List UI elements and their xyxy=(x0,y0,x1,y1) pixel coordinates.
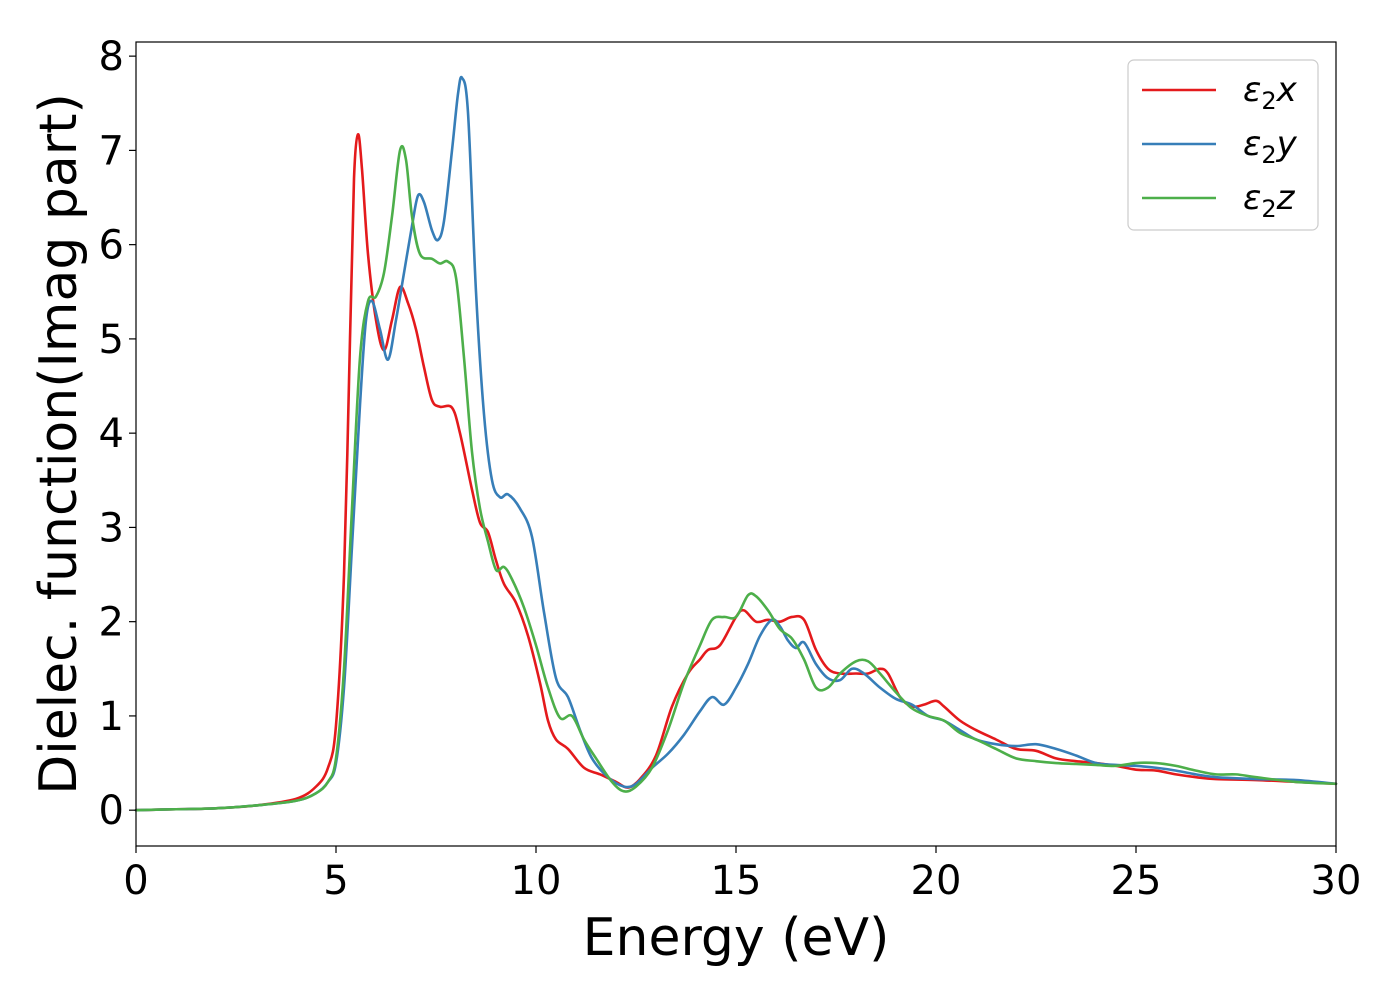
series-line-y xyxy=(134,75,1338,812)
y-tick-label: 7 xyxy=(99,128,124,174)
y-axis-title: Dielec. function(Imag part) xyxy=(29,93,89,795)
series-line-x xyxy=(134,133,1338,812)
x-tick-label: 20 xyxy=(911,858,962,904)
x-tick-label: 15 xyxy=(711,858,762,904)
legend-box xyxy=(1127,59,1319,231)
y-tick-label: 5 xyxy=(99,317,124,363)
series-layer xyxy=(134,75,1338,812)
legend-label-y: ε2y xyxy=(1243,124,1298,169)
legend-label-z: ε2z xyxy=(1243,178,1296,223)
x-tick-label: 30 xyxy=(1311,858,1362,904)
legend: ε2x ε2y ε2z xyxy=(1127,59,1319,231)
x-tick-label: 0 xyxy=(123,858,148,904)
x-axis-title: Energy (eV) xyxy=(583,908,890,968)
ticks-layer: 0 5 10 15 20 25 30 0 1 2 3 4 5 6 7 8 xyxy=(99,34,1362,904)
x-tick-label: 25 xyxy=(1111,858,1162,904)
y-tick-label: 4 xyxy=(99,411,124,457)
x-tick-label: 10 xyxy=(511,858,562,904)
y-tick-label: 6 xyxy=(99,223,124,269)
y-tick-label: 0 xyxy=(99,788,124,834)
x-tick-label: 5 xyxy=(323,858,348,904)
series-line-z xyxy=(134,145,1338,812)
legend-label-x: ε2x xyxy=(1243,70,1298,115)
y-tick-label: 3 xyxy=(99,505,124,551)
y-tick-label: 1 xyxy=(99,694,124,740)
y-tick-label: 2 xyxy=(99,600,124,646)
y-tick-label: 8 xyxy=(99,34,124,80)
